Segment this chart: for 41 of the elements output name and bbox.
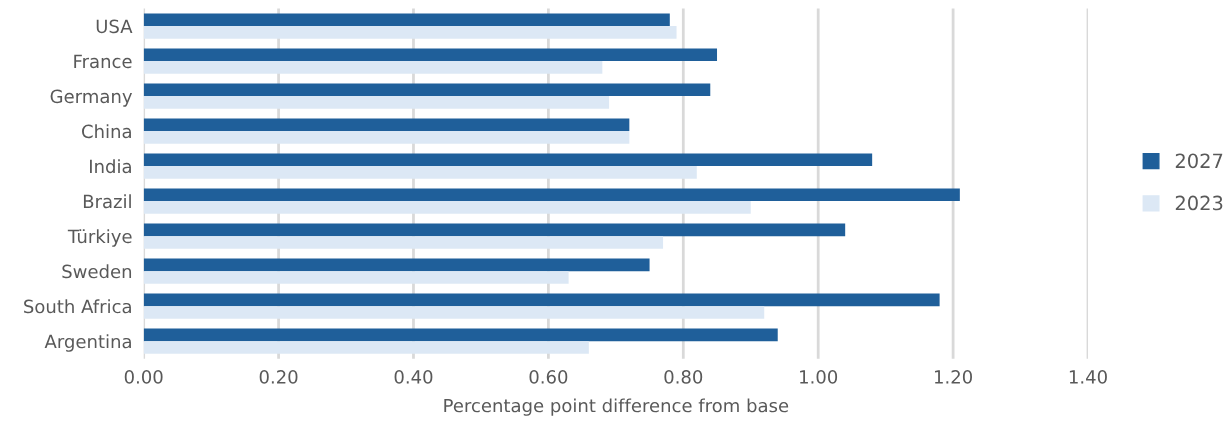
bar: [143, 341, 589, 354]
x-tick-label: 0.60: [529, 370, 568, 384]
legend-label: 2027: [1175, 153, 1223, 169]
bar: [143, 131, 630, 144]
y-tick-label: Türkiye: [67, 229, 132, 247]
y-tick-label: India: [90, 159, 131, 174]
bar: [143, 83, 711, 97]
x-tick-label: 1.40: [1069, 370, 1107, 384]
y-tick-label: USA: [96, 19, 133, 34]
bar: [143, 61, 603, 74]
y-tick-label: China: [82, 124, 131, 139]
y-tick-label: Argentina: [44, 334, 131, 352]
bar: [143, 153, 873, 167]
bar: [143, 271, 569, 284]
bar: [143, 201, 751, 214]
x-axis-title: Percentage point difference from base: [444, 398, 789, 416]
bar: [143, 26, 677, 39]
x-tick-label: 0.00: [124, 370, 163, 384]
bar: [143, 13, 670, 27]
bar: [143, 48, 718, 62]
bar: [143, 236, 664, 249]
x-tick-label: 0.20: [259, 370, 298, 384]
x-tick-label: 0.40: [394, 370, 433, 384]
bar: [143, 258, 650, 272]
bar: [143, 96, 610, 109]
x-tick-label: 0.80: [664, 370, 703, 384]
x-tick-label: 1.20: [934, 370, 973, 384]
bar: [143, 166, 697, 179]
bar: [143, 223, 846, 237]
y-tick-label: Brazil: [83, 194, 131, 209]
y-tick-label: France: [74, 54, 132, 69]
legend-label: 2023: [1175, 195, 1223, 211]
bar: [143, 188, 960, 202]
y-tick-label: South Africa: [24, 299, 131, 314]
y-tick-label: Sweden: [62, 264, 132, 279]
bar: [143, 306, 765, 319]
bar: [143, 293, 940, 307]
bar: [143, 328, 778, 342]
y-tick-label: Germany: [50, 89, 133, 107]
x-tick-label: 1.00: [800, 370, 838, 384]
bar: [143, 118, 630, 132]
